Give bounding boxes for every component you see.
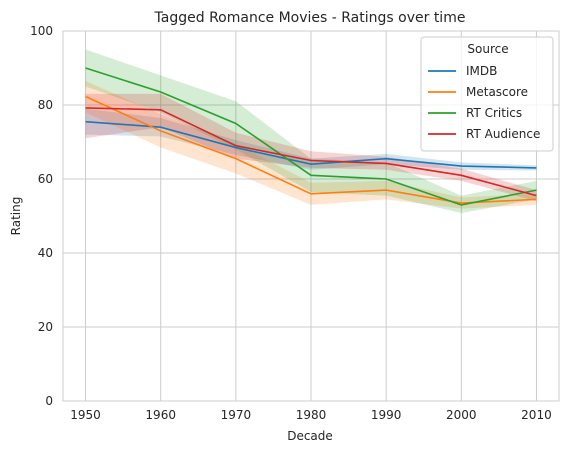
legend: Source IMDB Metascore RT Critics RT Audienc… — [420, 36, 554, 152]
y-tick-labels: 0 20 40 60 80 100 — [30, 24, 53, 408]
legend-label-rt-audience: RT Audience — [466, 127, 540, 141]
legend-box — [420, 36, 554, 152]
legend-label-rt-critics: RT Critics — [466, 106, 522, 120]
metascore-ci-band — [85, 80, 537, 209]
x-tick-label: 2010 — [521, 408, 552, 422]
rt-critics-ci-band — [85, 49, 537, 214]
imdb-ci-band — [85, 108, 537, 171]
x-tick-labels: 1950 1960 1970 1980 1990 2000 2010 — [70, 408, 551, 422]
series-lines — [85, 67, 537, 206]
x-tick-label: 2000 — [446, 408, 477, 422]
metascore-line — [85, 95, 537, 204]
y-tick-label: 40 — [38, 246, 53, 260]
x-tick-label: 1960 — [145, 408, 176, 422]
confidence-bands — [85, 49, 537, 214]
rt-critics-line — [85, 67, 537, 206]
x-tick-label: 1980 — [296, 408, 327, 422]
legend-title: Source — [467, 42, 508, 56]
y-tick-label: 80 — [38, 98, 53, 112]
x-tick-label: 1950 — [70, 408, 101, 422]
chart-title: Tagged Romance Movies - Ratings over tim… — [154, 10, 466, 26]
legend-label-metascore: Metascore — [466, 85, 528, 99]
x-tick-label: 1990 — [371, 408, 402, 422]
rt-audience-line — [85, 107, 537, 197]
x-axis-label: Decade — [287, 429, 333, 443]
y-tick-label: 60 — [38, 172, 53, 186]
y-tick-label: 20 — [38, 320, 53, 334]
y-tick-label: 0 — [45, 394, 53, 408]
legend-items: IMDB Metascore RT Critics RT Audience — [428, 64, 540, 141]
rt-audience-ci-band — [85, 93, 537, 202]
y-tick-label: 100 — [30, 24, 53, 38]
y-axis-label: Rating — [9, 197, 23, 236]
legend-label-imdb: IMDB — [466, 64, 497, 78]
x-tick-label: 1970 — [221, 408, 252, 422]
imdb-line — [85, 120, 537, 169]
